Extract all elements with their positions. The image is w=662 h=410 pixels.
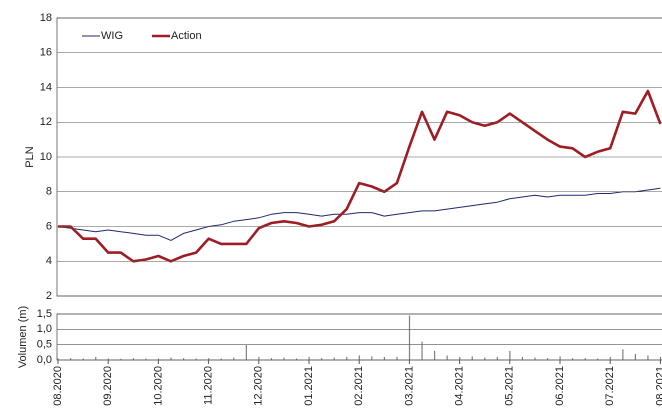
bar bbox=[559, 356, 561, 360]
bar bbox=[358, 355, 360, 360]
bar bbox=[220, 358, 222, 360]
y-axis-label: Volumen (m) bbox=[17, 306, 29, 368]
bar bbox=[195, 358, 197, 360]
x-tick-label: 04.2021 bbox=[454, 366, 466, 406]
bar bbox=[634, 353, 636, 360]
y-tick-label: 18 bbox=[40, 12, 52, 24]
x-tick-label: 10.2020 bbox=[152, 366, 164, 406]
bar bbox=[270, 358, 273, 360]
bar bbox=[95, 356, 97, 360]
bar bbox=[383, 356, 385, 360]
bar bbox=[622, 349, 624, 360]
bar bbox=[208, 358, 210, 360]
bar bbox=[484, 357, 486, 360]
bar bbox=[183, 358, 185, 360]
x-tick-label: 07.2021 bbox=[604, 366, 616, 406]
y-tick-label: 14 bbox=[40, 81, 52, 93]
bar bbox=[157, 358, 160, 360]
y-tick-label: 1,0 bbox=[37, 323, 52, 335]
bar bbox=[283, 357, 285, 360]
bar bbox=[258, 356, 260, 360]
bar bbox=[245, 344, 247, 360]
bar bbox=[408, 315, 411, 360]
bar bbox=[546, 358, 549, 360]
bar bbox=[509, 350, 511, 360]
x-tick-label: 06.2021 bbox=[554, 366, 566, 406]
bar bbox=[308, 356, 310, 360]
bar bbox=[572, 358, 574, 360]
x-tick-label: 08.2021 bbox=[654, 366, 662, 406]
plot-frame bbox=[56, 17, 662, 297]
bar bbox=[534, 357, 536, 360]
bar bbox=[321, 358, 323, 360]
y-tick-label: 8 bbox=[46, 186, 52, 198]
y-tick-label: 12 bbox=[40, 116, 52, 128]
bar bbox=[107, 358, 109, 360]
x-tick-label: 02.2021 bbox=[353, 366, 365, 406]
bar bbox=[459, 356, 461, 360]
legend-label: Action bbox=[171, 30, 202, 42]
bar bbox=[597, 358, 599, 360]
y-tick-label: 6 bbox=[46, 220, 52, 232]
bar bbox=[434, 350, 436, 360]
bar bbox=[120, 358, 122, 360]
x-tick-label: 05.2021 bbox=[504, 366, 516, 406]
bar bbox=[647, 355, 649, 360]
bar bbox=[371, 356, 373, 360]
bar bbox=[295, 358, 298, 360]
y-axis-label: PLN bbox=[24, 146, 36, 167]
bar bbox=[346, 356, 348, 360]
bar bbox=[521, 356, 524, 360]
bar bbox=[659, 356, 662, 360]
legend-label: WIG bbox=[101, 30, 123, 42]
x-tick-label: 03.2021 bbox=[403, 366, 415, 406]
x-tick-label: 09.2020 bbox=[102, 366, 114, 406]
bar bbox=[82, 358, 84, 360]
bar bbox=[496, 356, 498, 360]
bar bbox=[70, 358, 72, 360]
x-tick-label: 12.2020 bbox=[253, 366, 265, 406]
bar bbox=[471, 356, 473, 360]
x-tick-label: 11.2020 bbox=[203, 366, 215, 405]
bar bbox=[584, 358, 586, 360]
bar bbox=[609, 356, 611, 360]
x-tick-label: 01.2021 bbox=[303, 366, 315, 406]
line-series bbox=[58, 89, 662, 263]
y-tick-label: 0,0 bbox=[37, 354, 52, 366]
bar bbox=[333, 357, 335, 360]
bar bbox=[233, 357, 235, 360]
bar bbox=[170, 357, 172, 360]
y-tick-label: 10 bbox=[40, 151, 52, 163]
y-tick-label: 2 bbox=[46, 290, 52, 302]
y-tick-label: 16 bbox=[40, 47, 52, 59]
y-tick-label: 1,5 bbox=[37, 308, 52, 320]
bar bbox=[446, 355, 448, 360]
x-tick-label: 08.2020 bbox=[52, 366, 64, 406]
bar bbox=[145, 358, 147, 360]
y-tick-label: 4 bbox=[46, 255, 52, 267]
bar bbox=[132, 358, 134, 360]
bar bbox=[57, 358, 59, 360]
line-series bbox=[57, 187, 661, 241]
bar bbox=[421, 341, 423, 360]
y-tick-label: 0,5 bbox=[37, 339, 52, 351]
bar bbox=[396, 356, 398, 360]
plot-group bbox=[57, 89, 662, 360]
plot-frame bbox=[56, 313, 662, 361]
